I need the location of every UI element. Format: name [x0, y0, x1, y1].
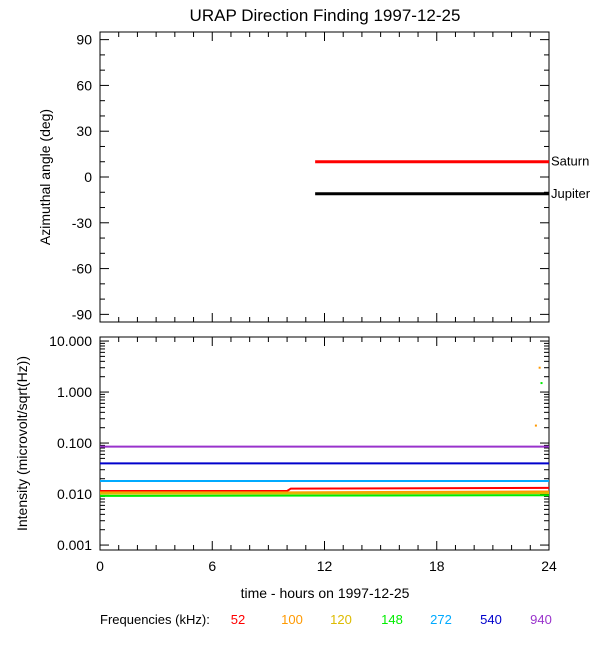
- x-tick-label: 12: [317, 558, 333, 574]
- y-axis-label: Azimuthal angle (deg): [37, 109, 53, 245]
- y-tick-label: 0.100: [57, 435, 92, 451]
- series-line-52: [100, 486, 550, 492]
- series-spike-point: [534, 424, 537, 427]
- frequency-legend: Frequencies (kHz): 52 100 120 148 272 540 940: [100, 612, 552, 627]
- chart-title: URAP Direction Finding 1997-12-25: [190, 6, 461, 25]
- y-tick-label: -90: [72, 306, 92, 322]
- y-tick-label: 60: [76, 77, 92, 93]
- x-tick-label: 6: [208, 558, 216, 574]
- y-tick-label: 0.001: [57, 537, 92, 553]
- legend-entry-100: 100: [281, 612, 303, 627]
- x-tick-label: 0: [96, 558, 104, 574]
- legend-entry-52: 52: [231, 612, 245, 627]
- legend-entry-120: 120: [330, 612, 352, 627]
- y-tick-label: 90: [76, 32, 92, 48]
- y-axis-label: Intensity (microvolt/sqrt(Hz)): [14, 356, 30, 531]
- y-tick-label: -30: [72, 215, 92, 231]
- series-label-jupiter: Jupiter: [551, 186, 591, 201]
- x-axis-label: time - hours on 1997-12-25: [241, 585, 410, 601]
- y-tick-label: 30: [76, 123, 92, 139]
- azimuth-panel: -90 -60 -30 0 30 60 90 Azimuthal angle (deg) Sat…: [37, 31, 591, 323]
- series-line-148: [99, 494, 550, 497]
- x-tick-label: 18: [429, 558, 445, 574]
- y-tick-label: 1.000: [57, 384, 92, 400]
- legend-label: Frequencies (kHz):: [100, 612, 210, 627]
- series-line-100: [100, 490, 549, 494]
- plot-frame: [99, 31, 550, 323]
- legend-entry-272: 272: [430, 612, 452, 627]
- y-tick-label: 10.000: [49, 333, 92, 349]
- legend-entry-940: 940: [530, 612, 552, 627]
- y-tick-label: 0: [84, 169, 92, 185]
- series-spike-point: [540, 382, 543, 385]
- y-tick-label: 0.010: [57, 486, 92, 502]
- legend-entry-148: 148: [381, 612, 403, 627]
- legend-entry-540: 540: [480, 612, 502, 627]
- series-spike-point: [538, 366, 541, 369]
- x-tick-label: 24: [541, 558, 557, 574]
- intensity-panel: 0 6 12 18 24 0.001 0.010 0.100 1.000 10.000 Intens…: [14, 333, 557, 574]
- plot-frame: [99, 336, 550, 551]
- series-label-saturn: Saturn: [551, 154, 589, 169]
- y-tick-label: -60: [72, 261, 92, 277]
